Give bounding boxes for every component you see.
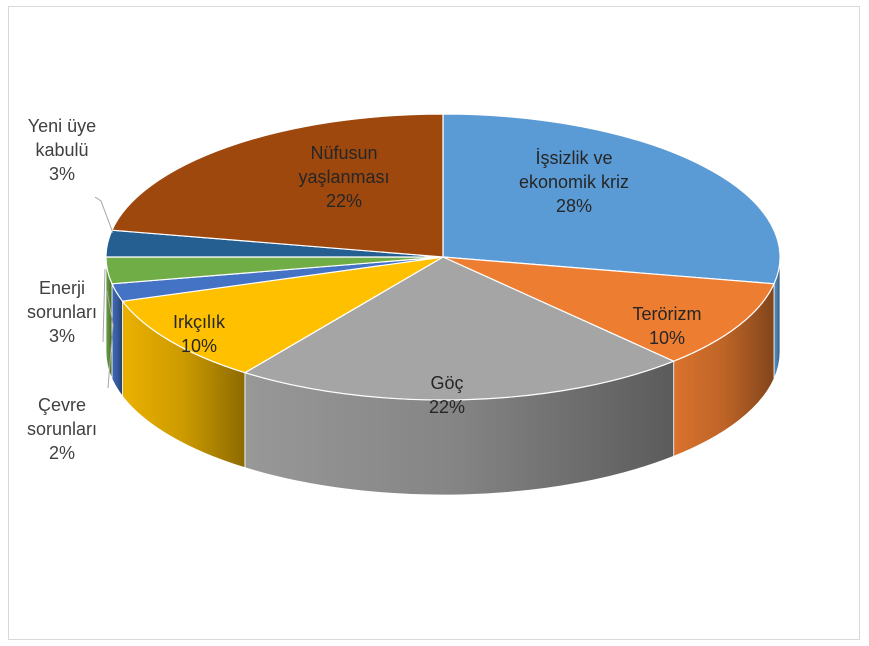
slice-i-ssizlik-ve-ekonomik-kriz [442,113,781,285]
slice-goc [243,256,676,401]
data-label-line: yaşlanması [298,167,389,187]
data-label-nufusun-yaslanmasi: Nüfusun yaşlanması 22% [298,143,389,211]
data-label-line: 2% [49,443,75,463]
slice-nufusun-yaslanmasi [111,113,444,258]
data-label-line: 3% [49,164,75,184]
data-label-terorizm: Terörizm 10% [632,304,701,348]
data-label-line: Irkçılık [173,312,226,332]
chart-area: İşsizlik ve ekonomik kriz 28% Terörizm 10% Gö… [8,6,860,640]
data-label-goc: Göç 22% [429,373,465,417]
data-label-line: 22% [429,397,465,417]
leader-line-yeni-uye-kabulu [94,196,114,234]
data-label-line: Çevre [38,395,86,415]
leader-line-enerji-sorunlari [102,268,106,343]
data-label-enerji-sorunlari: Enerji sorunları 3% [27,278,97,346]
slice-irkcilik [121,256,444,374]
data-label-i-ssizlik-ve-ekonomik-kriz: İşsizlik ve ekonomik kriz 28% [519,148,629,216]
data-label-irkcilik: Irkçılık 10% [173,312,226,356]
slice-side-cevre-sorunlari [111,283,123,398]
data-labels: İşsizlik ve ekonomik kriz 28% Terörizm 10% Gö… [27,116,702,463]
data-label-line: Nüfusun [310,143,377,163]
data-label-line: 10% [181,336,217,356]
pie-sides [105,256,781,496]
data-label-line: 3% [49,326,75,346]
data-label-line: Enerji [39,278,85,298]
leader-lines [94,196,114,389]
leader-line-cevre-sorunlari [106,290,114,389]
data-label-line: sorunları [27,302,97,322]
pie-chart-svg: İşsizlik ve ekonomik kriz 28% Terörizm 10% Gö… [27,113,781,496]
data-label-line: kabulü [35,140,88,160]
data-label-line: Yeni üye [28,116,96,136]
data-label-yeni-uye-kabulu: Yeni üye kabulü 3% [28,116,96,184]
data-label-line: ekonomik kriz [519,172,629,192]
data-label-line: 28% [556,196,592,216]
data-label-line: Göç [430,373,463,393]
slice-terorizm [442,256,775,362]
data-label-line: İşsizlik ve [535,148,612,168]
data-label-line: Terörizm [632,304,701,324]
data-label-cevre-sorunlari: Çevre sorunları 2% [27,395,97,463]
data-label-line: sorunları [27,419,97,439]
pie-tops [105,113,781,401]
data-label-line: 10% [649,328,685,348]
data-label-line: 22% [326,191,362,211]
